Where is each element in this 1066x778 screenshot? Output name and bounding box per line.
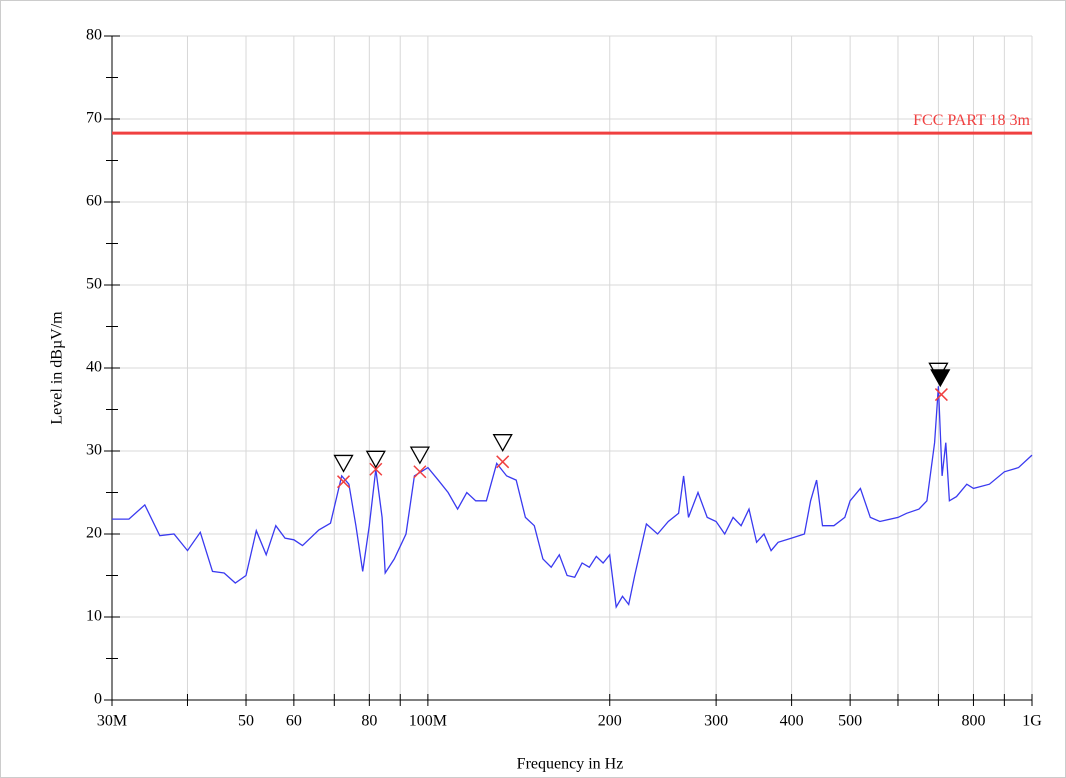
x-tick-label: 400 bbox=[780, 713, 804, 730]
y-tick-label: 30 bbox=[86, 442, 102, 459]
x-tick-label: 1G bbox=[1022, 713, 1042, 730]
y-tick-label: 0 bbox=[94, 691, 102, 708]
final-marker bbox=[336, 475, 351, 489]
final-marker bbox=[496, 455, 510, 469]
y-tick-label: 10 bbox=[86, 608, 102, 625]
peak-marker bbox=[492, 434, 513, 453]
x-tick-label: 60 bbox=[286, 713, 302, 730]
y-tick-label: 60 bbox=[86, 193, 102, 210]
x-tick-label: 30M bbox=[97, 713, 127, 730]
x-axis-label: Frequency in Hz bbox=[517, 756, 624, 773]
peak-marker bbox=[333, 454, 354, 473]
y-axis-label: Level in dBµV/m bbox=[49, 311, 66, 425]
x-tick-label: 50 bbox=[238, 713, 254, 730]
x-tick-label: 800 bbox=[961, 713, 985, 730]
y-tick-label: 40 bbox=[86, 359, 102, 376]
x-tick-label: 100M bbox=[409, 713, 447, 730]
x-tick-label: 200 bbox=[598, 713, 622, 730]
y-tick-label: 50 bbox=[86, 276, 102, 293]
peak-marker bbox=[365, 450, 386, 469]
peak-marker bbox=[409, 446, 431, 465]
final-marker bbox=[369, 462, 383, 476]
limit-label: FCC PART 18 3m bbox=[913, 112, 1030, 129]
final-marker bbox=[413, 465, 427, 479]
y-tick-label: 20 bbox=[86, 525, 102, 542]
peak-marker bbox=[930, 369, 951, 388]
x-tick-label: 500 bbox=[838, 713, 862, 730]
final-marker bbox=[934, 388, 948, 402]
y-tick-label: 80 bbox=[86, 27, 102, 44]
x-tick-label: 300 bbox=[704, 713, 728, 730]
x-tick-label: 80 bbox=[361, 713, 377, 730]
y-tick-label: 70 bbox=[86, 110, 102, 127]
trace bbox=[112, 386, 1033, 609]
